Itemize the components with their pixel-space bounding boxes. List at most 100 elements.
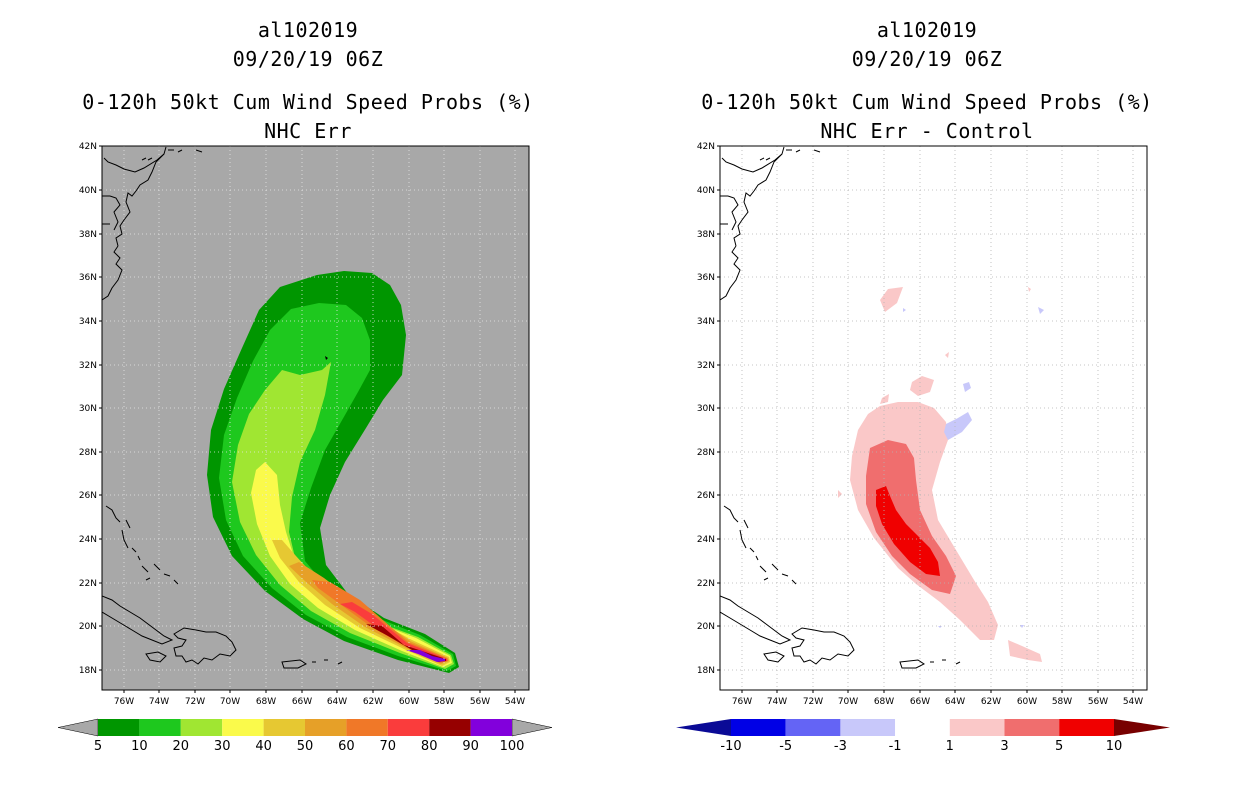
left-colorbar-label: 70 — [380, 739, 397, 754]
right-colorbar: -10 -5 -3 -1 1 3 5 10 — [676, 719, 1170, 754]
lon-label: 64W — [327, 697, 347, 707]
lat-label: 26N — [79, 491, 97, 501]
lon-label: 66W — [910, 697, 930, 707]
right-map-frame — [719, 145, 1148, 691]
lon-label: 70W — [220, 697, 240, 707]
right-colorbar-low-arrow — [676, 719, 731, 736]
left-colorbar-label: 100 — [500, 739, 525, 754]
left-colorbar-bin — [470, 719, 512, 736]
left-probability-contours — [207, 271, 459, 673]
left-colorbar-low-arrow — [57, 718, 99, 737]
lat-label: 32N — [79, 361, 97, 371]
left-storm-id: al102019 — [257, 18, 359, 42]
lon-label: 56W — [470, 697, 490, 707]
lon-label: 64W — [945, 697, 965, 707]
left-colorbar-label: 40 — [255, 739, 272, 754]
left-panel-title: al102019 09/20/19 06Z 0-120h 50kt Cum Wi… — [28, 16, 588, 146]
lat-label: 22N — [79, 579, 97, 589]
lat-label: 40N — [697, 186, 715, 196]
right-datetime: 09/20/19 06Z — [851, 47, 1003, 71]
right-colorbar-bin — [895, 719, 950, 736]
lon-label: 66W — [292, 697, 312, 707]
lon-label: 62W — [363, 697, 383, 707]
left-lon-labels: 76W 74W 72W 70W 68W 66W 64W 62W 60W 58W … — [114, 697, 525, 707]
left-lat-labels: 42N 40N 38N 36N 34N 32N 30N 28N 26N 24N … — [79, 142, 97, 676]
lat-label: 40N — [79, 186, 97, 196]
left-colorbar-bin — [98, 719, 140, 736]
right-colorbar-label: -5 — [779, 739, 792, 754]
lat-label: 30N — [79, 404, 97, 414]
left-colorbar-bin — [139, 719, 181, 736]
lat-label: 42N — [697, 142, 715, 152]
lat-label: 30N — [697, 404, 715, 414]
right-panel-title: al102019 09/20/19 06Z 0-120h 50kt Cum Wi… — [647, 16, 1207, 146]
lat-label: 18N — [79, 666, 97, 676]
lon-label: 58W — [434, 697, 454, 707]
lat-label: 28N — [79, 448, 97, 458]
lat-label: 22N — [697, 579, 715, 589]
left-product-title: 0-120h 50kt Cum Wind Speed Probs (%) — [82, 90, 534, 114]
axis-ticks — [99, 145, 1134, 693]
lat-label: 38N — [697, 230, 715, 240]
right-lat-labels: 42N 40N 38N 36N 34N 32N 30N 28N 26N 24N … — [697, 142, 715, 676]
left-map-frame — [101, 145, 530, 691]
lat-label: 20N — [79, 622, 97, 632]
right-storm-id: al102019 — [876, 18, 978, 42]
left-colorbar-bin — [180, 719, 223, 736]
right-map — [720, 146, 1147, 690]
right-difference-contours — [838, 287, 1044, 662]
right-lon-labels: 76W 74W 72W 70W 68W 66W 64W 62W 60W 58W … — [732, 697, 1143, 707]
left-colorbar-label: 80 — [421, 739, 438, 754]
left-colorbar-label: 90 — [462, 739, 479, 754]
lon-label: 72W — [185, 697, 205, 707]
left-colorbar-label: 5 — [94, 739, 102, 754]
left-colorbar-label: 10 — [131, 739, 148, 754]
right-product-title: 0-120h 50kt Cum Wind Speed Probs (%) — [701, 90, 1153, 114]
left-colorbar-bin — [263, 719, 305, 736]
lon-label: 58W — [1052, 697, 1072, 707]
lat-label: 34N — [79, 317, 97, 327]
left-gridlines — [102, 146, 529, 690]
left-colorbar-high-arrow — [511, 718, 553, 737]
right-gridlines — [720, 146, 1147, 690]
lon-label: 72W — [803, 697, 823, 707]
left-colorbar-label: 50 — [297, 739, 314, 754]
right-colorbar-bin — [1004, 719, 1060, 736]
lon-label: 62W — [981, 697, 1001, 707]
left-colorbar-label: 30 — [214, 739, 231, 754]
lat-label: 32N — [697, 361, 715, 371]
lon-label: 70W — [838, 697, 858, 707]
left-colorbar-bin — [429, 719, 471, 736]
lon-label: 76W — [732, 697, 752, 707]
right-colorbar-bin — [785, 719, 841, 736]
right-colorbar-label: 10 — [1106, 739, 1123, 754]
lat-label: 26N — [697, 491, 715, 501]
lon-label: 74W — [767, 697, 787, 707]
right-colorbar-label: 3 — [1000, 739, 1008, 754]
lat-label: 38N — [79, 230, 97, 240]
lon-label: 68W — [874, 697, 894, 707]
right-colorbar-high-arrow — [1114, 719, 1170, 736]
lon-label: 60W — [399, 697, 419, 707]
lat-label: 20N — [697, 622, 715, 632]
left-colorbar-bin — [305, 719, 347, 736]
lon-label: 56W — [1088, 697, 1108, 707]
lat-label: 42N — [79, 142, 97, 152]
left-colorbar-bin — [222, 719, 264, 736]
lat-label: 36N — [79, 273, 97, 283]
right-colorbar-label: 1 — [946, 739, 954, 754]
right-colorbar-bin — [731, 719, 786, 736]
right-colorbar-label: -3 — [834, 739, 847, 754]
right-colorbar-label: -10 — [720, 739, 741, 754]
left-subtitle: NHC Err — [264, 119, 352, 143]
left-colorbar-label: 20 — [173, 739, 190, 754]
lon-label: 54W — [1123, 697, 1143, 707]
right-colorbar-bin — [1059, 719, 1114, 736]
left-colorbar: 5 10 20 30 40 50 60 70 80 90 100 — [57, 718, 553, 754]
lon-label: 76W — [114, 697, 134, 707]
left-map — [102, 146, 529, 690]
lon-label: 54W — [505, 697, 525, 707]
right-subtitle: NHC Err - Control — [820, 119, 1034, 143]
left-colorbar-label: 60 — [338, 739, 355, 754]
